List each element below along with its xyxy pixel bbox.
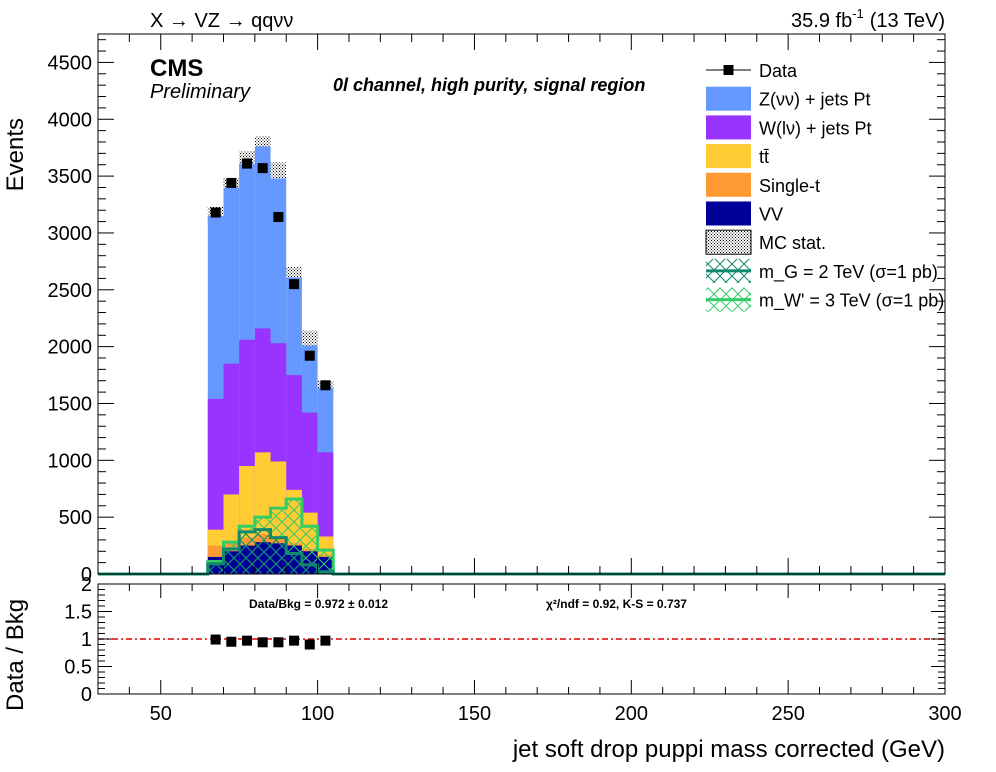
ratio-point	[226, 636, 237, 647]
legend-swatch	[705, 229, 752, 255]
legend-swatch	[706, 201, 751, 226]
legend-label: VV	[759, 205, 783, 225]
ratio-points	[210, 634, 331, 650]
legend-marker	[723, 65, 734, 75]
legend-swatch	[706, 144, 751, 169]
legend: Data Z(νν) + jets Pt W(lν) + jets Pt tt̄ Sin…	[705, 61, 944, 312]
y-tick-label: 4000	[48, 109, 93, 131]
y-tick-label: 3500	[48, 166, 93, 188]
legend-label: W(lν) + jets Pt	[759, 118, 872, 138]
data-point	[304, 350, 315, 361]
y-tick-label: 2000	[48, 337, 93, 359]
legend-label: m_W' = 3 TeV (σ=1 pb)	[759, 291, 944, 312]
y-tick-label: 1000	[48, 450, 93, 472]
ratio-point	[273, 637, 284, 648]
data-point	[273, 212, 284, 223]
y-tick-label: 0	[81, 564, 92, 586]
main-axes	[97, 34, 946, 575]
ratio-chi2: χ²/ndf = 0.92, K-S = 0.737	[546, 597, 687, 611]
main-plot-area: 0 500 1000 1500 2000 2500 3000 3500 4000 4500	[48, 33, 946, 586]
y-tick-label: 3000	[48, 223, 93, 245]
process-label: X → VZ → qqνν	[150, 10, 293, 32]
x-tick-label: 100	[301, 703, 334, 725]
ratio-y-tick-label: 1	[81, 629, 92, 651]
ratio-y-tick-label: 0.5	[64, 657, 92, 679]
legend-label: m_G = 2 TeV (σ=1 pb)	[759, 262, 938, 283]
luminosity-label: 35.9 fb-1 (13 TeV)	[791, 6, 945, 32]
ratio-y-tick-label: 2	[81, 574, 92, 596]
y-tick-label: 500	[59, 507, 92, 529]
x-tick-label: 150	[458, 703, 491, 725]
legend-label: Data	[759, 61, 798, 81]
ratio-y-axis-title: Data / Bkg	[2, 599, 29, 711]
data-point	[242, 158, 253, 169]
data-point	[289, 279, 300, 290]
ratio-point	[289, 635, 300, 646]
data-points	[210, 158, 331, 391]
legend-swatch	[706, 115, 751, 140]
x-axis-title: jet soft drop puppi mass corrected (GeV)	[512, 736, 945, 763]
legend-swatch	[706, 86, 751, 111]
data-point	[210, 207, 221, 218]
y-tick-label: 2500	[48, 280, 93, 302]
y-tick-label: 4500	[48, 52, 93, 74]
legend-swatch	[706, 172, 751, 197]
channel-label: 0l channel, high purity, signal region	[333, 75, 645, 95]
data-point	[226, 177, 237, 188]
ratio-point	[257, 637, 268, 648]
cms-label: CMS	[150, 55, 203, 82]
main-frame	[97, 33, 946, 575]
ratio-point	[304, 639, 315, 650]
data-point	[320, 380, 331, 391]
x-tick-label: 250	[771, 703, 804, 725]
y-tick-label: 1500	[48, 393, 93, 415]
y-tick-labels: 0 500 1000 1500 2000 2500 3000 3500 4000 4500	[48, 52, 93, 586]
x-tick-label: 50	[150, 703, 172, 725]
x-tick-label: 200	[615, 703, 648, 725]
ratio-point	[210, 634, 221, 645]
legend-label: MC stat.	[759, 233, 826, 253]
legend-label: tt̄	[759, 147, 769, 167]
ratio-y-tick-label: 1.5	[64, 602, 92, 624]
ratio-data-bkg: Data/Bkg = 0.972 ± 0.012	[249, 597, 388, 611]
y-axis-title: Events	[2, 118, 29, 191]
ratio-y-tick-label: 0	[81, 684, 92, 706]
ratio-point	[320, 635, 331, 646]
preliminary-label: Preliminary	[150, 81, 251, 103]
ratio-frame	[97, 583, 946, 695]
legend-label: Z(νν) + jets Pt	[759, 90, 871, 110]
ratio-point	[242, 635, 253, 646]
legend-label: Single-t	[759, 176, 820, 196]
data-point	[257, 163, 268, 174]
x-tick-label: 300	[928, 703, 961, 725]
